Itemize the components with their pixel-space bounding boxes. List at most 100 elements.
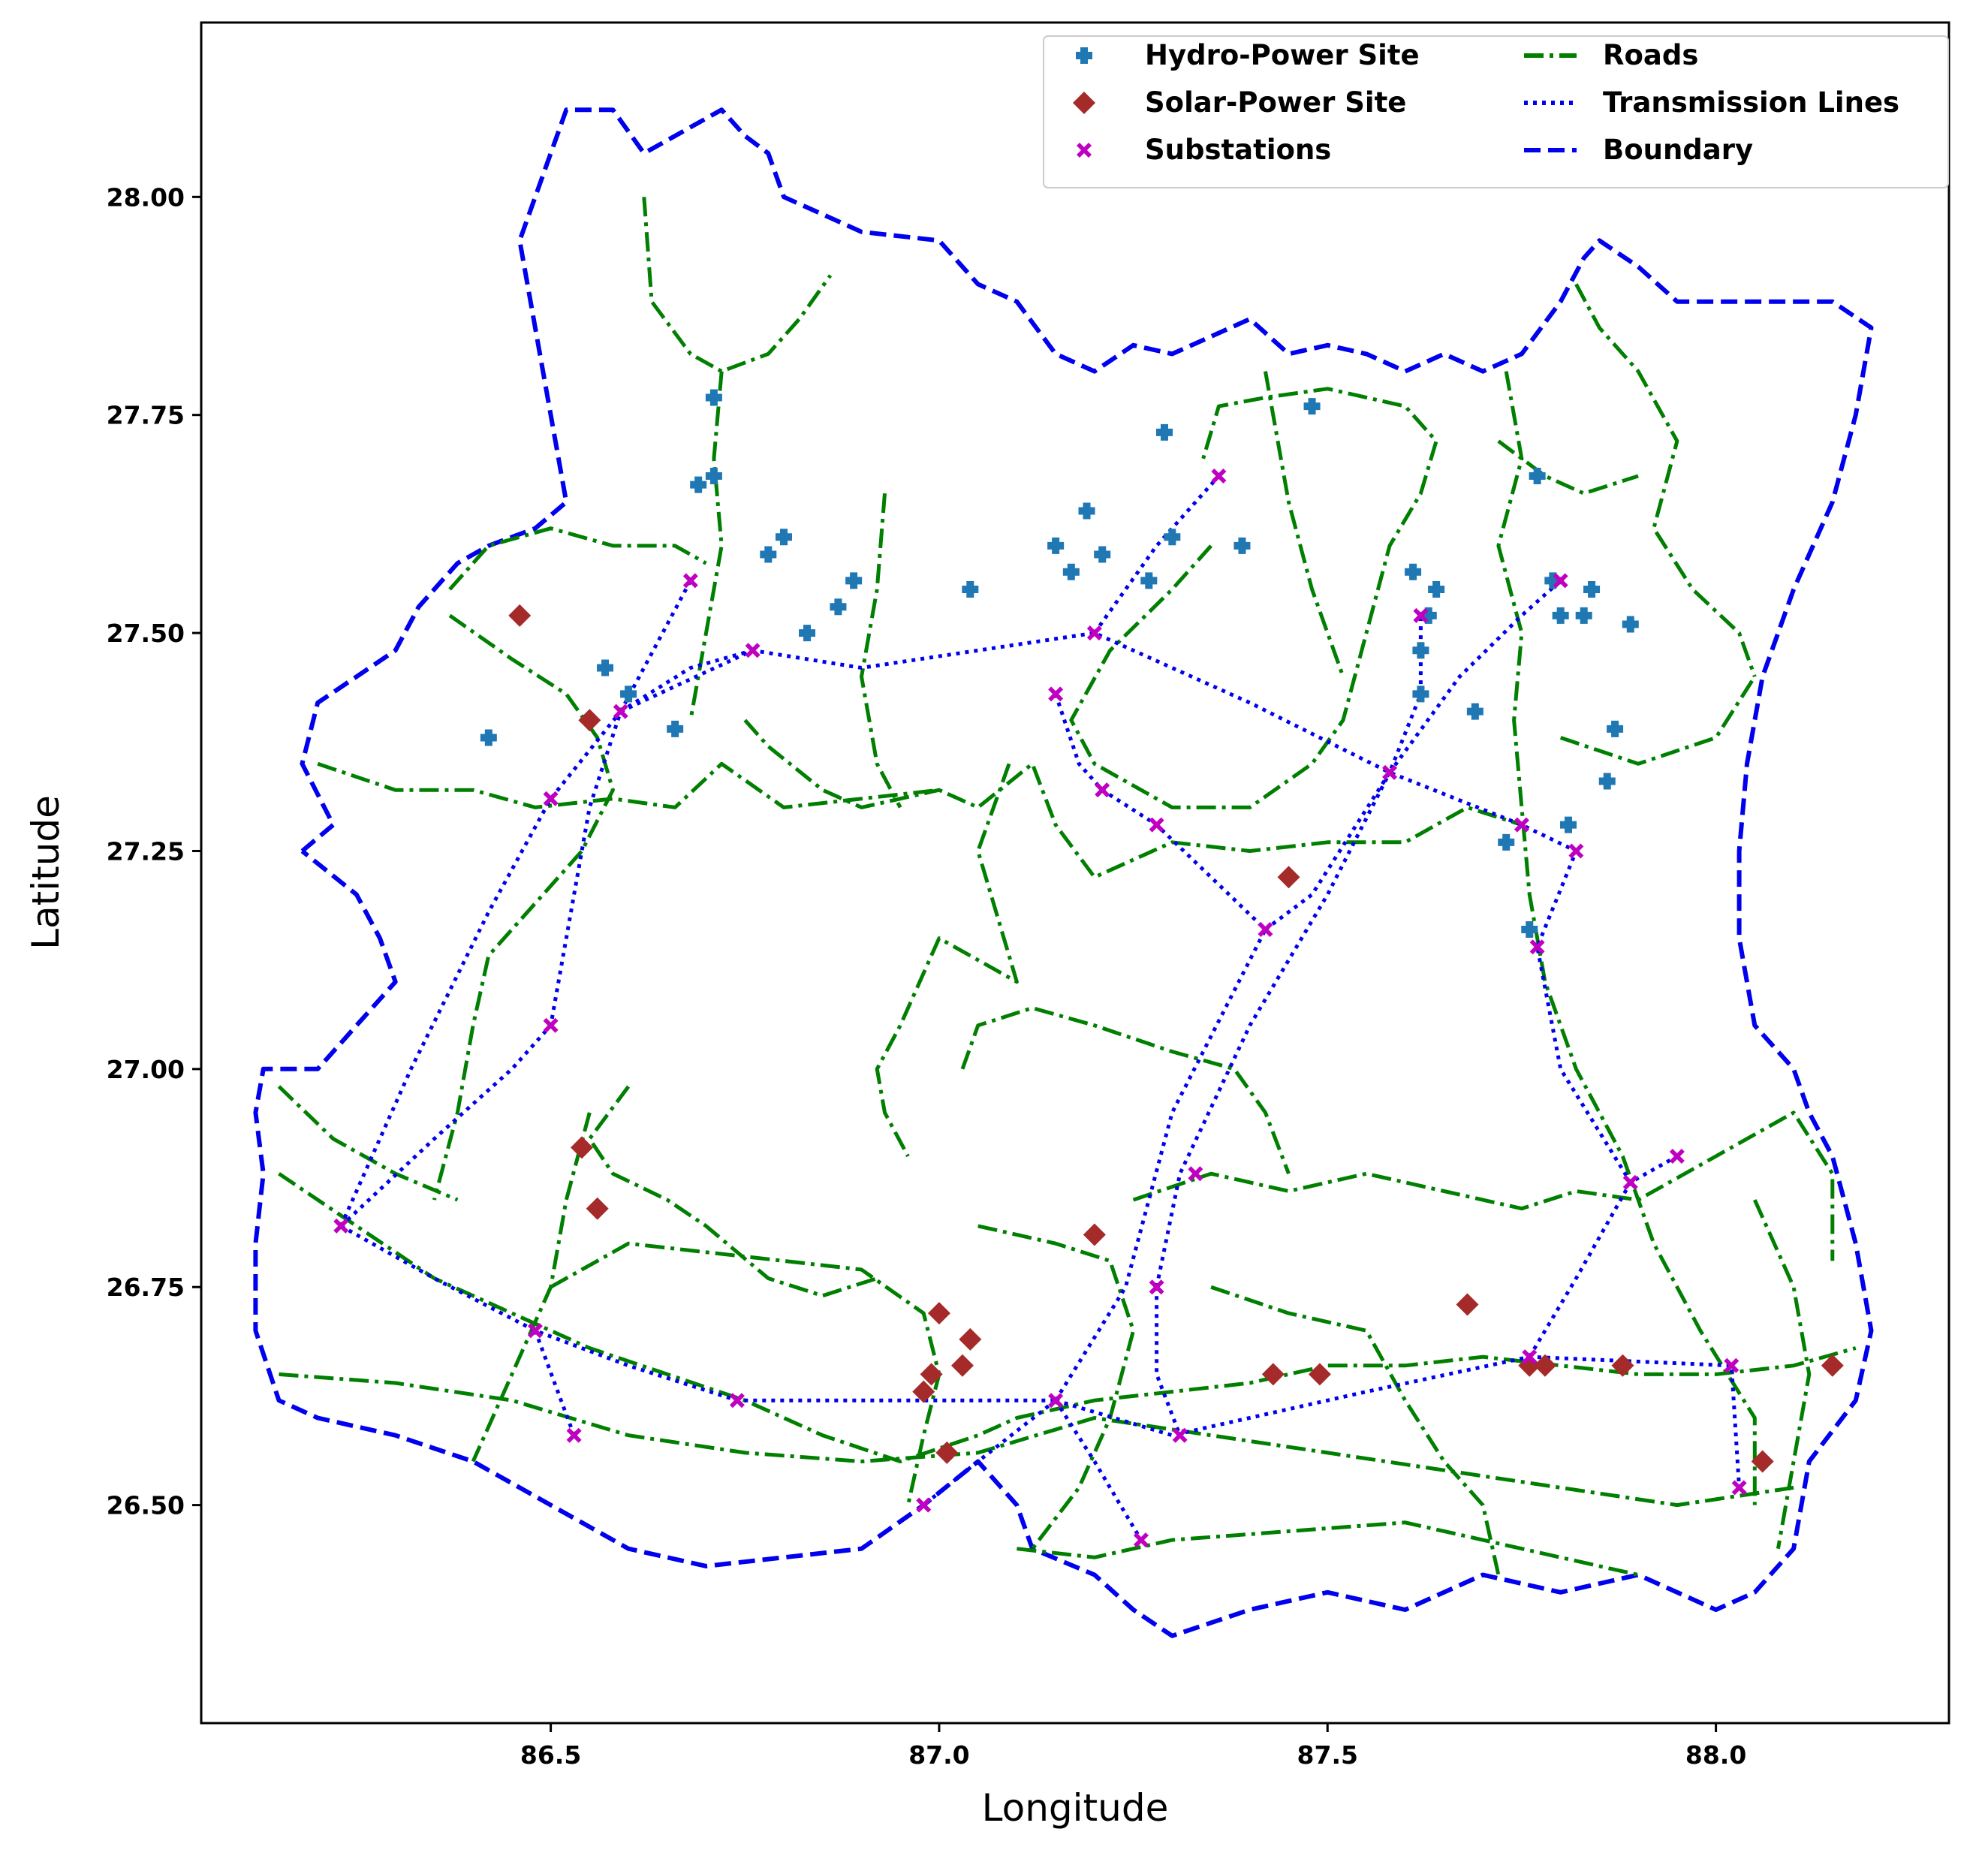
plot-frame <box>200 21 1950 1725</box>
road-line <box>317 761 1523 879</box>
y-tick-label: 26.50 <box>107 1491 185 1520</box>
hydro-site-marker <box>480 729 497 746</box>
substations-layer <box>333 469 1747 1548</box>
substation-marker <box>1133 1532 1149 1548</box>
hydro-site-marker <box>667 720 684 737</box>
substation-marker <box>543 1017 559 1033</box>
road-line <box>1069 387 1438 809</box>
hydro-site-marker <box>830 598 847 616</box>
solar-site-marker <box>1533 1354 1556 1377</box>
legend-box <box>1043 35 1949 188</box>
transmission-line <box>619 631 1632 1184</box>
boundary-layer <box>253 107 1874 1638</box>
substation-marker <box>1188 1166 1203 1182</box>
boundary-line <box>253 107 1874 1638</box>
substation-marker <box>1622 1174 1638 1190</box>
transmission-line <box>339 580 693 1228</box>
solar-site-marker <box>1083 1223 1106 1246</box>
road-line <box>1497 439 1639 496</box>
solar-site-marker <box>1821 1354 1844 1377</box>
hydro-site-marker <box>1428 581 1445 598</box>
hydro-site-marker <box>620 685 637 703</box>
solar-site-marker <box>1611 1354 1634 1377</box>
hydro-site-marker <box>690 476 707 493</box>
solar-site-marker <box>508 604 532 627</box>
solar-site-marker <box>1308 1363 1331 1386</box>
road-line <box>1559 675 1757 766</box>
legend-substation-marker <box>1077 143 1092 158</box>
substation-marker <box>1382 764 1398 780</box>
hydro-site-marker <box>1622 616 1639 633</box>
x-tick-label: 87.5 <box>1297 1740 1358 1770</box>
substation-marker <box>613 704 628 719</box>
substation-marker <box>729 1393 745 1409</box>
transmission-lines-layer <box>339 475 1742 1541</box>
y-axis: 26.50 26.75 27.00 27.25 27.50 27.75 28.00 <box>107 182 201 1520</box>
substation-marker <box>1086 625 1102 641</box>
substation-marker <box>1258 922 1273 937</box>
solar-site-marker <box>1277 866 1300 889</box>
transmission-line <box>619 648 754 713</box>
y-tick-label: 26.75 <box>107 1273 185 1302</box>
substation-marker <box>1553 573 1568 589</box>
road-line <box>279 1372 1794 1508</box>
transmission-line <box>1387 579 1562 774</box>
substation-marker <box>1724 1357 1740 1373</box>
road-line <box>448 526 707 591</box>
solar-site-marker <box>912 1380 935 1403</box>
substation-marker <box>333 1218 349 1234</box>
solar-site-marker <box>578 709 601 732</box>
solar-site-marker <box>959 1327 982 1351</box>
substation-marker <box>1048 1393 1064 1409</box>
solar-site-marker <box>1261 1363 1285 1386</box>
hydro-site-marker <box>1047 537 1065 554</box>
hydro-site-marker <box>1607 720 1624 737</box>
hydro-site-marker <box>1405 563 1422 580</box>
legend-label: Hydro-Power Site <box>1145 39 1420 71</box>
hydro-site-marker <box>1155 423 1173 441</box>
transmission-line <box>1053 1399 1143 1541</box>
transmission-line <box>1528 1154 1679 1358</box>
substation-marker <box>527 1323 543 1339</box>
road-line <box>277 1085 459 1202</box>
road-line <box>432 613 615 1201</box>
substation-marker <box>1149 817 1164 833</box>
substation-marker <box>682 573 698 589</box>
hydro-site-marker <box>1078 502 1095 520</box>
hydro-site-marker <box>597 659 614 676</box>
transmission-line <box>1155 771 1392 1288</box>
transmission-line <box>1264 615 1423 932</box>
x-tick-label: 88.0 <box>1685 1740 1746 1770</box>
road-line <box>743 719 940 809</box>
legend-label: Solar-Power Site <box>1145 86 1406 119</box>
solar-site-marker <box>950 1354 974 1377</box>
hydro-site-marker <box>776 529 792 546</box>
legend-hydro-marker <box>1076 47 1092 64</box>
transmission-line <box>1055 1354 1742 1488</box>
hydro-site-marker <box>1583 581 1601 598</box>
hydro-site-marker <box>1552 607 1569 624</box>
legend-solar-marker <box>1073 92 1095 114</box>
legend-label: Transmission Lines <box>1603 86 1899 119</box>
solar-site-marker <box>1751 1450 1774 1473</box>
substation-marker <box>1522 1349 1538 1365</box>
transmission-line <box>1053 693 1267 931</box>
transmission-line <box>339 1224 1056 1403</box>
road-line <box>278 1172 1857 1463</box>
substation-marker <box>1514 817 1529 833</box>
road-line <box>642 197 833 374</box>
hydro-site-marker <box>1140 572 1158 589</box>
hydro-site-marker <box>1529 468 1546 484</box>
y-tick-label: 27.25 <box>107 836 185 866</box>
solar-site-marker <box>1456 1293 1479 1316</box>
x-axis-title: Longitude <box>982 1786 1169 1830</box>
substation-marker <box>1568 843 1584 859</box>
transmission-line <box>533 1330 576 1436</box>
hydro-site-marker <box>1420 607 1437 624</box>
hydro-site-marker <box>705 468 722 484</box>
x-tick-label: 87.0 <box>908 1740 969 1770</box>
solar-sites-layer <box>508 604 1844 1473</box>
solar-site-marker <box>920 1363 943 1386</box>
hydro-site-marker <box>1164 529 1181 546</box>
